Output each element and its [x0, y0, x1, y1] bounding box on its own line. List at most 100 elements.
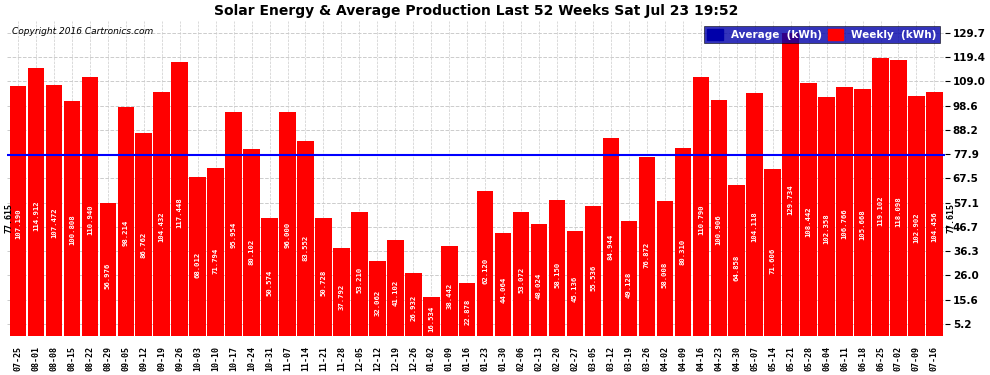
Bar	[693, 77, 709, 336]
Text: 84.944: 84.944	[608, 234, 614, 260]
Text: 16.534: 16.534	[429, 306, 435, 332]
Bar	[46, 85, 62, 336]
Bar	[63, 100, 80, 336]
Bar	[674, 148, 691, 336]
Text: 32.062: 32.062	[374, 289, 380, 315]
Text: 96.000: 96.000	[284, 222, 290, 248]
Bar	[405, 273, 422, 336]
Bar	[621, 221, 638, 336]
Bar	[513, 212, 530, 336]
Bar	[387, 240, 404, 336]
Text: 104.118: 104.118	[751, 211, 757, 242]
Legend: Average  (kWh), Weekly  (kWh): Average (kWh), Weekly (kWh)	[704, 26, 940, 43]
Text: 98.214: 98.214	[123, 220, 129, 246]
Text: 107.190: 107.190	[15, 208, 21, 239]
Bar	[334, 248, 349, 336]
Bar	[118, 106, 134, 336]
Bar	[226, 112, 242, 336]
Text: 77.615: 77.615	[5, 203, 14, 233]
Bar	[171, 62, 188, 336]
Bar	[459, 283, 475, 336]
Text: 58.008: 58.008	[662, 262, 668, 288]
Text: 53.072: 53.072	[518, 267, 524, 294]
Text: 118.098: 118.098	[896, 196, 902, 227]
Bar	[261, 218, 278, 336]
Bar	[890, 60, 907, 336]
Text: 71.606: 71.606	[769, 248, 776, 274]
Text: 100.906: 100.906	[716, 215, 722, 245]
Bar	[531, 224, 547, 336]
Text: 44.064: 44.064	[500, 277, 506, 303]
Text: 45.136: 45.136	[572, 276, 578, 302]
Text: 41.102: 41.102	[392, 280, 398, 306]
Text: 26.932: 26.932	[410, 295, 417, 321]
Text: 104.456: 104.456	[932, 211, 938, 242]
Text: 86.762: 86.762	[141, 232, 147, 258]
Bar	[279, 112, 296, 336]
Bar	[656, 201, 673, 336]
Bar	[495, 233, 512, 336]
Text: 102.358: 102.358	[824, 213, 830, 244]
Text: 64.858: 64.858	[734, 255, 740, 281]
Bar	[854, 89, 871, 336]
Text: 117.448: 117.448	[176, 197, 183, 228]
Bar	[837, 87, 852, 336]
Bar	[423, 297, 440, 336]
Text: 55.536: 55.536	[590, 265, 596, 291]
Text: 110.940: 110.940	[87, 204, 93, 235]
Text: 83.552: 83.552	[303, 235, 309, 261]
Bar	[10, 86, 27, 336]
Text: 129.734: 129.734	[788, 184, 794, 215]
Bar	[603, 138, 619, 336]
Text: 37.792: 37.792	[339, 283, 345, 309]
Text: 56.976: 56.976	[105, 263, 111, 290]
Text: 38.442: 38.442	[446, 283, 452, 309]
Text: 107.472: 107.472	[50, 208, 56, 238]
Text: 110.790: 110.790	[698, 204, 704, 235]
Text: 50.728: 50.728	[321, 270, 327, 296]
Bar	[729, 184, 745, 336]
Bar	[927, 92, 942, 336]
Bar	[872, 58, 889, 336]
Bar	[639, 156, 655, 336]
Text: 80.310: 80.310	[680, 238, 686, 265]
Bar	[711, 100, 727, 336]
Text: 48.024: 48.024	[537, 273, 543, 299]
Text: 114.912: 114.912	[33, 200, 39, 231]
Text: 105.668: 105.668	[859, 210, 865, 240]
Bar	[800, 83, 817, 336]
Text: 62.120: 62.120	[482, 258, 488, 284]
Text: 49.128: 49.128	[626, 272, 632, 298]
Text: 71.794: 71.794	[213, 248, 219, 274]
Bar	[819, 97, 835, 336]
Text: 53.210: 53.210	[356, 267, 362, 293]
Text: 22.878: 22.878	[464, 299, 470, 325]
Bar	[764, 169, 781, 336]
Text: 108.442: 108.442	[806, 207, 812, 237]
Text: 100.808: 100.808	[69, 215, 75, 246]
Bar	[369, 261, 386, 336]
Bar	[585, 206, 601, 336]
Bar	[100, 203, 116, 336]
Bar	[782, 33, 799, 336]
Bar	[136, 134, 152, 336]
Bar	[548, 200, 565, 336]
Bar	[746, 93, 763, 336]
Text: 76.872: 76.872	[644, 242, 649, 268]
Text: 106.766: 106.766	[842, 209, 847, 239]
Text: 95.954: 95.954	[231, 222, 237, 248]
Bar	[244, 149, 259, 336]
Bar	[81, 77, 98, 336]
Text: 80.102: 80.102	[248, 239, 254, 265]
Bar	[315, 217, 332, 336]
Text: 68.012: 68.012	[195, 252, 201, 278]
Text: 102.902: 102.902	[914, 213, 920, 243]
Text: 77.615: 77.615	[946, 203, 955, 233]
Bar	[189, 177, 206, 336]
Bar	[566, 231, 583, 336]
Bar	[28, 68, 45, 336]
Bar	[207, 168, 224, 336]
Text: 119.102: 119.102	[877, 196, 883, 226]
Bar	[297, 141, 314, 336]
Bar	[153, 92, 170, 336]
